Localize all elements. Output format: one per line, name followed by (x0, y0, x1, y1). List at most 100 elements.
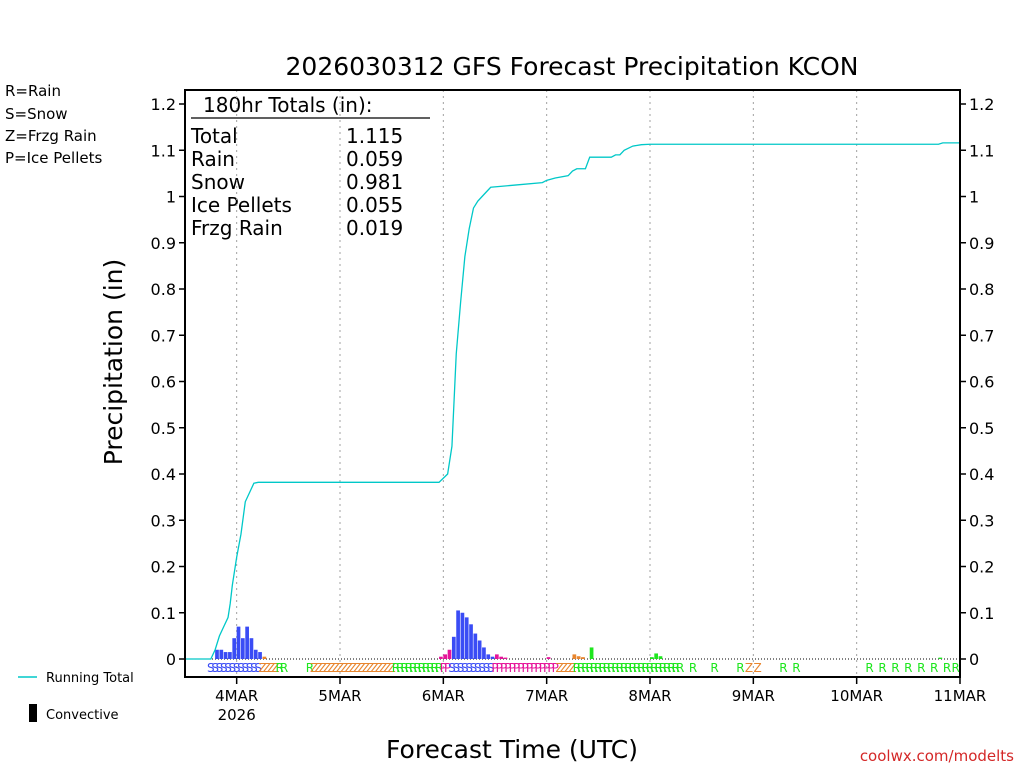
ptype-letter: R (396, 661, 404, 675)
ptype-letter: R (405, 661, 413, 675)
ptype-letter: Z (366, 661, 374, 675)
y-tick-label-right: 0.7 (969, 326, 994, 345)
ptype-letter: Z (340, 661, 348, 675)
ptype-letter: Z (745, 661, 753, 675)
ptype-letter: Z (310, 661, 318, 675)
ptype-letter: P (496, 661, 503, 675)
ptype-letter: Z (336, 661, 344, 675)
precip-bar (456, 610, 460, 659)
ptype-letter: R (624, 661, 632, 675)
y-tick-label-left: 0.2 (151, 558, 176, 577)
x-tick-label: 8MAR (628, 687, 671, 705)
ptype-letter: Z (258, 661, 266, 675)
precip-bar (464, 617, 469, 659)
totals-value-rain: 0.059 (346, 147, 403, 171)
totals-value-ice-pellets: 0.055 (346, 193, 403, 217)
y-tick-label-right: 0.9 (969, 234, 994, 253)
ptype-letter: R (577, 661, 585, 675)
ptype-legend: R=Rain S=Snow Z=Frzg Rain P=Ice Pellets (5, 82, 102, 167)
legend-running-total: Running Total (46, 671, 134, 686)
totals-label-ice-pellets: Ice Pellets (191, 193, 292, 217)
ptype-letter: R (779, 661, 787, 675)
running-total-line (185, 142, 960, 660)
ptype-letter: P (552, 661, 559, 675)
precip-bar (443, 654, 448, 659)
precip-bar (482, 647, 486, 659)
ptype-letter: R (306, 661, 314, 675)
ptype-letter: P (513, 661, 520, 675)
ptype-letter: P (534, 661, 541, 675)
ptype-letter: S (211, 661, 219, 675)
precip-bar (654, 653, 659, 659)
ptype-letter: S (229, 661, 237, 675)
ptype-letter: P (517, 661, 524, 675)
y-tick-label-left: 0.5 (151, 419, 176, 438)
ptype-letter: R (586, 661, 594, 675)
ptype-letter: Z (379, 661, 387, 675)
plot-frame (184, 89, 961, 678)
precip-bar (572, 654, 577, 659)
ptype-letter: P (491, 661, 498, 675)
precip-bar (473, 633, 478, 659)
precip-bar (240, 638, 245, 659)
totals-box: 180hr Totals (in): Total 1.115 Rain 0.05… (190, 93, 430, 240)
legend-snow: S=Snow (5, 105, 68, 123)
ptype-letter: Z (555, 661, 563, 675)
ptype-letter: R (590, 661, 598, 675)
ptype-letter: R (650, 661, 658, 675)
totals-value-frzg-rain: 0.019 (346, 216, 403, 240)
ptype-letter: Z (357, 661, 365, 675)
ptype-letter: S (470, 661, 478, 675)
precip-bar (262, 656, 267, 659)
ptype-letter: S (452, 661, 460, 675)
x-tick-label: 4MAR (215, 687, 258, 705)
ptype-letter: R (594, 661, 602, 675)
legend-frzg-rain: Z=Frzg Rain (5, 127, 97, 145)
y-tick-label-left: 0.6 (151, 373, 176, 392)
precip-bar (658, 656, 663, 659)
ptype-letter: R (667, 661, 675, 675)
y-tick-label-left: 0.3 (151, 511, 176, 530)
ptype-letter: Z (388, 661, 396, 675)
ptype-letter: Z (327, 661, 335, 675)
ptype-letter: P (547, 661, 554, 675)
y-tick-label-left: 1.2 (151, 95, 176, 114)
ptype-letter: R (620, 661, 628, 675)
ptype-letter: R (409, 661, 417, 675)
ptype-letter: P (444, 661, 451, 675)
precip-bars (215, 610, 943, 659)
ptype-letter: R (418, 661, 426, 675)
ptype-letter: S (465, 661, 473, 675)
ptype-letter: P (526, 661, 533, 675)
precip-bar (460, 612, 465, 659)
ptype-letter: R (930, 661, 938, 675)
y-tick-label-right: 0.5 (969, 419, 994, 438)
precip-bar (469, 624, 473, 659)
y-tick-label-right: 0.2 (969, 558, 994, 577)
ptype-letter: R (943, 661, 951, 675)
ptype-letter: R (646, 661, 654, 675)
precip-bar (495, 654, 499, 659)
x-tick-label: 6MAR (422, 687, 465, 705)
ptype-letter: Z (370, 661, 378, 675)
ptype-letter: Z (344, 661, 352, 675)
x-axis-label: Forecast Time (UTC) (386, 735, 638, 764)
ptype-letter: Z (754, 661, 762, 675)
x-tick-label: 7MAR (525, 687, 568, 705)
ptype-letter: R (689, 661, 697, 675)
ptype-letter: P (539, 661, 546, 675)
ptype-letter: Z (568, 661, 576, 675)
ptype-letter: R (629, 661, 637, 675)
ptype-letter: R (642, 661, 650, 675)
chart-title: 2026030312 GFS Forecast Precipitation KC… (286, 52, 859, 81)
legend-ice-pellets: P=Ice Pellets (5, 149, 102, 167)
ptype-letter: R (413, 661, 421, 675)
ptype-letter: R (663, 661, 671, 675)
y-tick-label-left: 0.7 (151, 326, 176, 345)
y-tick-label-left: 1.1 (151, 141, 176, 160)
legend-convective: Convective (46, 708, 119, 723)
ptype-letter: R (431, 661, 439, 675)
series-legend: Running Total Convective (18, 671, 134, 723)
ptype-letter: Z (263, 661, 271, 675)
totals-header: 180hr Totals (in): (203, 93, 373, 117)
